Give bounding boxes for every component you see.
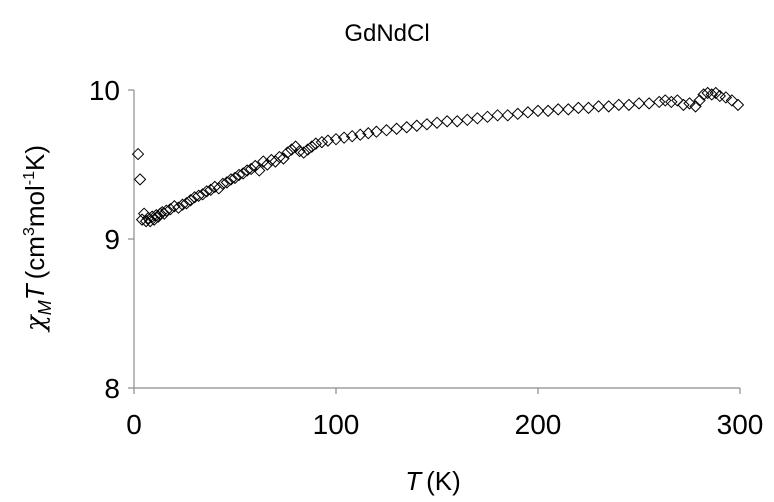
data-point: [632, 97, 646, 110]
data-point: [232, 168, 246, 182]
data-point: [511, 107, 525, 121]
data-point: [541, 104, 555, 118]
data-point: [370, 125, 383, 138]
data-point: [236, 167, 250, 180]
data-point: [345, 129, 359, 143]
data-point: [551, 103, 565, 116]
data-point: [731, 98, 745, 112]
data-point: [180, 197, 193, 210]
data-point: [689, 100, 702, 113]
data-point: [602, 100, 615, 113]
data-point: [582, 101, 595, 115]
data-point: [337, 131, 351, 144]
data-point: [390, 122, 403, 135]
data-point: [471, 112, 484, 125]
data-point: [216, 177, 230, 191]
data-point: [592, 100, 605, 113]
data-point: [430, 116, 444, 129]
data-point: [450, 115, 464, 128]
data-point: [697, 88, 710, 101]
data-point: [147, 213, 161, 226]
data-point: [277, 152, 290, 165]
data-point: [362, 127, 375, 140]
y-tick-label: 8: [104, 373, 120, 404]
data-point: [719, 91, 733, 104]
data-point: [184, 194, 197, 207]
data-point: [305, 140, 318, 153]
data-point: [143, 214, 157, 228]
data-point: [293, 144, 306, 158]
data-point: [562, 103, 575, 116]
y-axis-label: χMT(cm3mol-1K): [20, 145, 55, 333]
data-point: [285, 143, 298, 156]
data-point: [192, 189, 205, 202]
data-point: [501, 109, 514, 122]
data-point: [315, 135, 329, 149]
data-point: [491, 109, 504, 122]
data-point: [701, 86, 714, 100]
data-point: [204, 183, 217, 197]
data-point: [224, 173, 238, 186]
data-point: [212, 182, 226, 195]
data-point: [420, 118, 434, 131]
data-point: [683, 97, 696, 110]
data-point: [152, 210, 165, 223]
x-axis-label: T (K): [405, 466, 461, 496]
data-point: [693, 94, 706, 107]
data-point: [400, 121, 413, 134]
data-point: [220, 176, 234, 189]
data-point: [176, 198, 189, 211]
data-point: [665, 95, 678, 109]
data-point: [133, 173, 147, 186]
data-point: [622, 98, 636, 112]
data-point: [164, 202, 177, 216]
data-point: [329, 132, 343, 146]
data-point: [671, 94, 684, 107]
y-ticks: 8 9 10: [89, 75, 134, 404]
data-point: [440, 115, 454, 128]
data-point: [705, 88, 718, 101]
chart-title: GdNdCl: [344, 20, 430, 47]
data-point: [461, 113, 474, 127]
data-point: [240, 164, 254, 177]
data-point: [354, 128, 367, 141]
data-point: [273, 150, 286, 164]
data-point: [309, 137, 323, 150]
data-point: [196, 188, 209, 201]
data-point: [725, 94, 739, 107]
data-point: [521, 106, 535, 119]
data-point: [321, 134, 335, 147]
data-point: [531, 104, 545, 118]
y-tick-label: 9: [104, 224, 120, 255]
data-point: [131, 147, 145, 161]
data-point: [642, 97, 656, 110]
data-point: [380, 124, 393, 137]
x-tick-label: 0: [126, 409, 142, 440]
data-point: [172, 201, 185, 214]
data-point: [228, 171, 242, 185]
data-point: [481, 110, 494, 124]
data-point: [301, 143, 314, 156]
x-tick-label: 300: [717, 409, 764, 440]
data-point: [168, 200, 181, 213]
x-tick-label: 200: [515, 409, 562, 440]
data-point: [244, 162, 258, 176]
data-point: [659, 94, 672, 107]
x-tick-label: 100: [313, 409, 360, 440]
data-points: [131, 86, 745, 228]
data-point: [677, 98, 690, 112]
data-point: [652, 95, 666, 109]
data-point: [612, 98, 626, 112]
x-ticks: 0 100 200 300: [126, 388, 763, 440]
data-point: [160, 204, 173, 217]
data-point: [281, 146, 294, 159]
data-point: [253, 164, 266, 177]
data-point: [297, 146, 310, 159]
data-point: [572, 101, 585, 115]
axes: [133, 90, 740, 389]
data-point: [200, 185, 213, 198]
y-tick-label: 10: [89, 75, 120, 106]
data-point: [410, 119, 424, 132]
